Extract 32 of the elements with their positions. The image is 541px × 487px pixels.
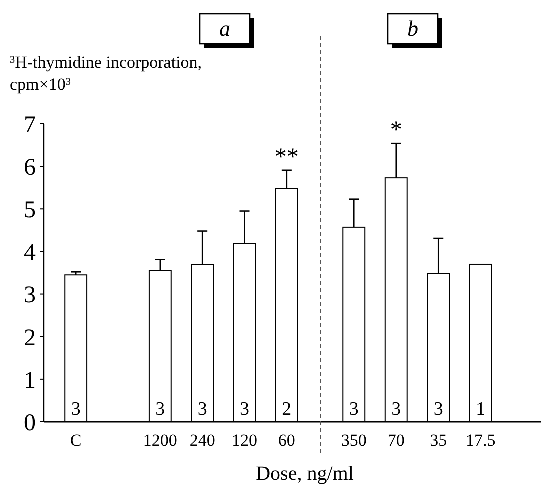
annotation: 3 (71, 399, 81, 420)
annotation: 3 (156, 399, 166, 420)
x-tick-label: 1200 (143, 431, 178, 450)
y-tick-label: 0 (24, 410, 36, 436)
y-tick-label: 5 (24, 198, 36, 224)
chart-title: b (408, 16, 418, 41)
annotation: 1 (476, 399, 486, 420)
x-tick-label: 60 (278, 431, 296, 450)
y-tick-label: 1 (24, 368, 36, 394)
y-tick-label: 3 (24, 282, 36, 309)
x-tick-label: 17.5 (466, 431, 496, 450)
y-tick-label: 6 (24, 154, 36, 181)
y-tick-label: 2 (24, 325, 36, 352)
annotation: 3 (349, 399, 359, 420)
annotation: * (390, 118, 402, 144)
chart-title: a (220, 16, 230, 41)
annotation: 3 (392, 399, 402, 420)
x-axis-title: Dose, ng/ml (256, 463, 354, 485)
annotation: 3 (434, 399, 444, 420)
y-axis-title: $^{3}$H-thymidine incorporation, cpm×10$^{3}$ (10, 53, 202, 94)
annotation: 2 (282, 399, 292, 420)
x-tick-label: 35 (430, 431, 448, 450)
annotation: 3 (198, 399, 208, 420)
annotation: 3 (240, 399, 250, 420)
annotation: ** (274, 144, 299, 170)
y-tick-label: 7 (24, 112, 36, 138)
x-tick-label: C (70, 431, 82, 450)
x-tick-label: 70 (388, 431, 405, 450)
x-tick-label: 240 (190, 431, 216, 450)
y-tick-label: 4 (24, 240, 36, 266)
x-tick-label: 350 (341, 431, 367, 450)
x-tick-label: 120 (232, 431, 258, 450)
